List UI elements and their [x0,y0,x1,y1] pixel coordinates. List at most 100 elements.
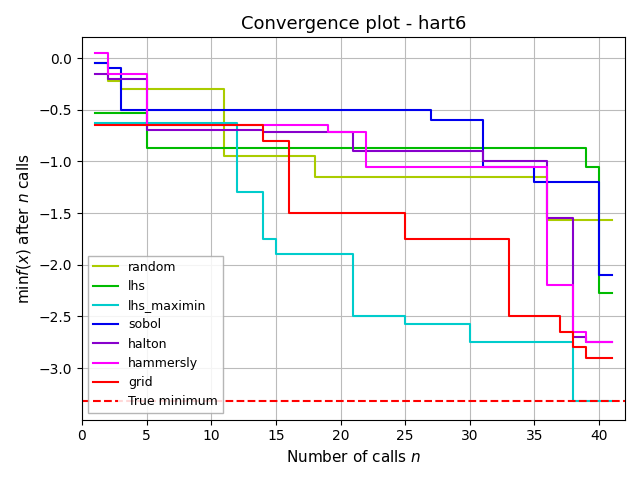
random [130,86,138,92]
sobol [453,117,461,123]
hammersly [376,164,383,169]
sobol [440,117,448,123]
lhs_maximin [285,252,292,257]
grid [518,313,525,319]
lhs_maximin [156,120,163,126]
halton [543,216,551,221]
lhs_maximin [543,339,551,345]
lhs_maximin [492,339,500,345]
halton [311,130,319,135]
halton [570,334,577,340]
hammersly [311,122,319,128]
hammersly [388,164,396,169]
halton [479,158,486,164]
halton [362,148,370,154]
random [362,174,370,180]
random [531,174,538,180]
random [337,174,344,180]
grid [362,210,370,216]
hammersly [220,122,228,128]
lhs_maximin [298,252,305,257]
grid [298,210,305,216]
halton [130,76,138,82]
hammersly [440,164,448,169]
grid [608,355,616,360]
random [104,78,111,84]
sobol [156,107,163,112]
grid [414,236,422,242]
hammersly [492,164,500,169]
sobol [168,107,176,112]
halton [298,130,305,135]
hammersly [143,122,150,128]
halton [595,339,603,345]
lhs [324,145,332,151]
hammersly [608,339,616,345]
hammersly [414,164,422,169]
Line: lhs_maximin: lhs_maximin [95,123,612,401]
grid [401,236,409,242]
lhs [440,145,448,151]
hammersly [246,122,254,128]
halton [195,128,202,133]
lhs [182,145,189,151]
grid [207,122,215,128]
random [466,174,474,180]
hammersly [168,122,176,128]
halton [557,216,564,221]
halton [104,76,111,82]
lhs_maximin [233,190,241,195]
halton [440,148,448,154]
hammersly [233,122,241,128]
sobol [492,164,500,169]
lhs [311,145,319,151]
lhs_maximin [570,398,577,404]
hammersly [117,71,125,76]
halton [414,148,422,154]
lhs_maximin [466,339,474,345]
hammersly [207,122,215,128]
grid [311,210,319,216]
Legend: random, lhs, lhs_maximin, sobol, halton, hammersly, grid, True minimum: random, lhs, lhs_maximin, sobol, halton,… [88,256,223,413]
hammersly [285,122,292,128]
hammersly [595,339,603,345]
lhs_maximin [595,398,603,404]
lhs [130,110,138,116]
random [259,153,267,159]
lhs_maximin [117,120,125,126]
lhs [117,110,125,116]
grid [349,210,357,216]
halton [207,128,215,133]
grid [220,122,228,128]
halton [143,128,150,133]
lhs_maximin [427,321,435,326]
lhs [595,290,603,296]
lhs [582,164,590,169]
sobol [298,107,305,112]
lhs_maximin [143,120,150,126]
grid [492,236,500,242]
lhs_maximin [91,120,99,126]
sobol [195,107,202,112]
lhs [570,145,577,151]
lhs [285,145,292,151]
halton [337,130,344,135]
sobol [362,107,370,112]
lhs [272,145,280,151]
lhs_maximin [479,339,486,345]
lhs_maximin [182,120,189,126]
lhs_maximin [220,120,228,126]
Line: halton: halton [95,73,612,342]
lhs [349,145,357,151]
lhs [557,145,564,151]
halton [492,158,500,164]
random [505,174,513,180]
halton [518,158,525,164]
grid [182,122,189,128]
grid [505,313,513,319]
lhs_maximin [311,252,319,257]
sobol [518,164,525,169]
grid [272,138,280,144]
lhs [246,145,254,151]
grid [466,236,474,242]
